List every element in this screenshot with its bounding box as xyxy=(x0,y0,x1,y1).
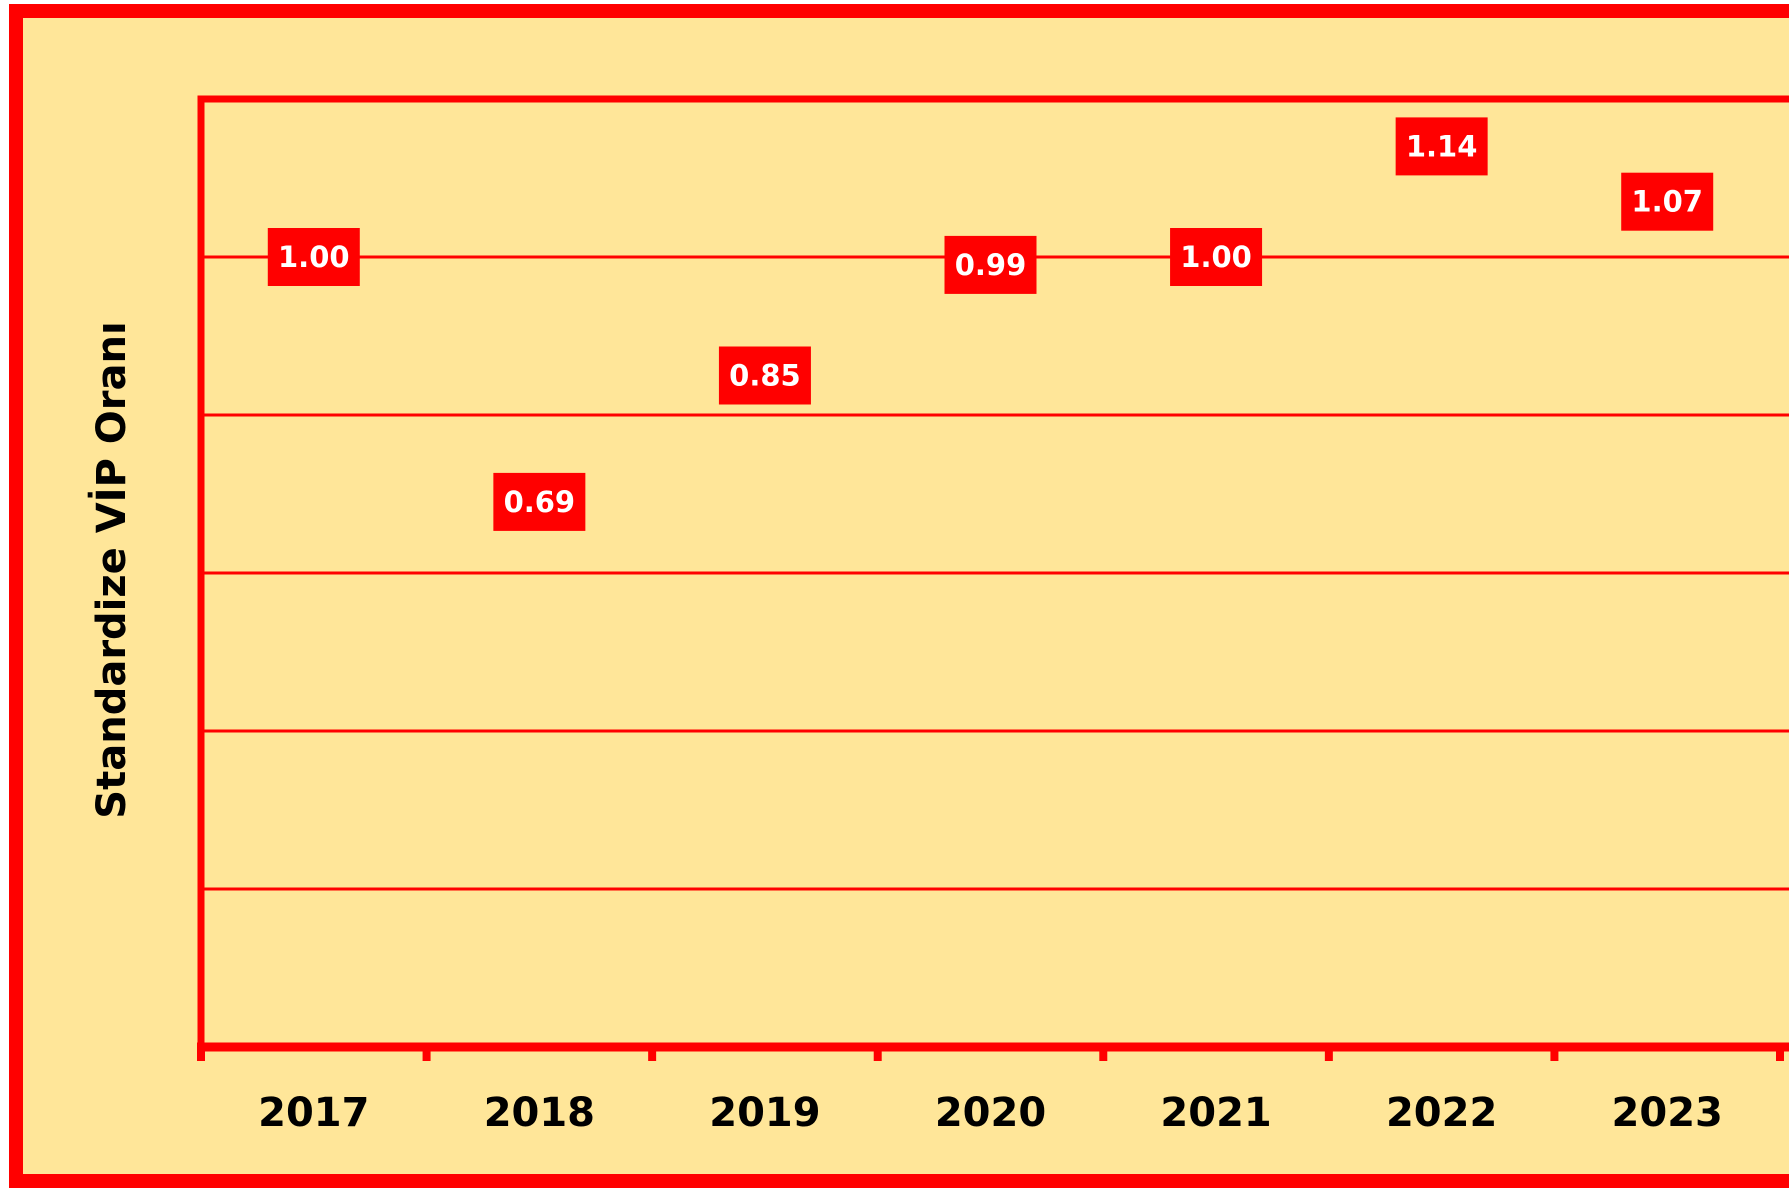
x-tick-label: 2018 xyxy=(484,1090,595,1136)
data-label: 0.85 xyxy=(729,359,801,393)
data-label: 0.99 xyxy=(955,248,1027,282)
x-tick-label: 2021 xyxy=(1160,1090,1271,1136)
y-axis-title: Standardize VİP Oranı xyxy=(87,321,135,818)
data-label-box xyxy=(1395,117,1488,176)
data-label: 1.00 xyxy=(278,240,350,274)
x-tick-label: 2022 xyxy=(1386,1090,1497,1136)
data-label: 0.69 xyxy=(504,485,576,519)
data-label-box xyxy=(718,346,811,405)
data-label-box xyxy=(267,228,360,286)
x-tick-label: 2017 xyxy=(258,1090,369,1136)
data-label: 1.00 xyxy=(1180,240,1252,274)
x-tick-label: 2023 xyxy=(1612,1090,1723,1136)
data-label: 1.14 xyxy=(1406,129,1478,163)
x-tick-label: 2020 xyxy=(935,1090,1046,1136)
data-label-box xyxy=(1621,172,1714,231)
data-label: 1.07 xyxy=(1631,185,1703,219)
x-tick-label: 2019 xyxy=(709,1090,820,1136)
data-label-box xyxy=(1170,228,1263,286)
data-label-box xyxy=(493,472,586,531)
data-label-box xyxy=(944,235,1037,294)
